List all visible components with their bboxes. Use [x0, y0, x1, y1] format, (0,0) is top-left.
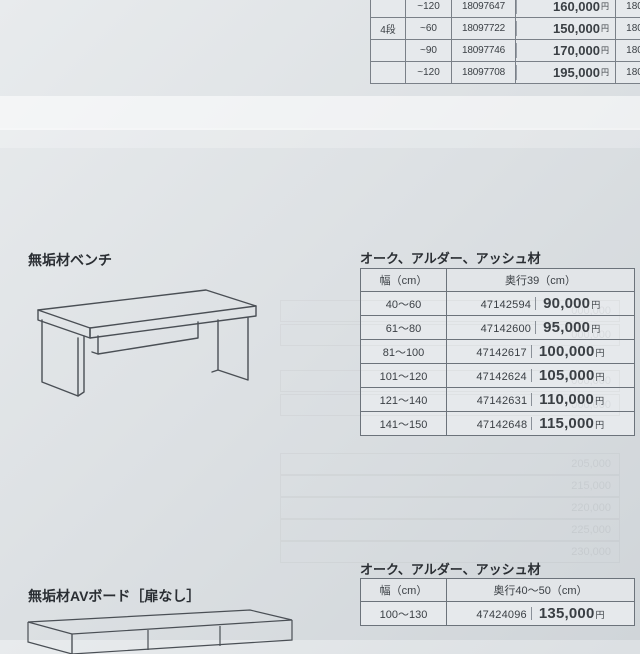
scan-artifact — [0, 128, 640, 148]
bench-header-depth: 奥行39（cm） — [447, 269, 635, 292]
bench-illustration — [20, 272, 270, 402]
table-row: 40～604714259490,000円 — [361, 292, 635, 316]
table-row: 81～10047142617100,000円 — [361, 340, 635, 364]
top-table-row: ~12018097647160,000円180 — [370, 0, 640, 18]
top-partial-table: ~12018097647160,000円1804段~6018097722150,… — [370, 0, 640, 84]
table-row: 101～12047142624105,000円 — [361, 364, 635, 388]
bench-material-title: オーク、アルダー、アッシュ材 — [360, 248, 541, 267]
top-table-row: ~9018097746170,000円180 — [370, 40, 640, 62]
av-price-table: 幅（cm） 奥行40～50（cm） 100～13047424096135,000… — [360, 578, 635, 626]
top-table-row: 4段~6018097722150,000円180 — [370, 18, 640, 40]
top-table-row: ~12018097708195,000円180 — [370, 62, 640, 84]
av-title: 無垢材AVボード［扉なし］ — [28, 586, 200, 606]
scan-artifact — [0, 96, 640, 130]
bench-price-table: 幅（cm） 奥行39（cm） 40～604714259490,000円61～80… — [360, 268, 635, 436]
bench-header-width: 幅（cm） — [361, 269, 447, 292]
table-row: 61～804714260095,000円 — [361, 316, 635, 340]
av-header-depth: 奥行40～50（cm） — [447, 579, 635, 602]
table-row: 100～13047424096135,000円 — [361, 602, 635, 626]
table-row: 141～15047142648115,000円 — [361, 412, 635, 436]
av-illustration — [20, 604, 300, 654]
av-header-width: 幅（cm） — [361, 579, 447, 602]
bench-title: 無垢材ベンチ — [28, 250, 112, 270]
table-row: 121～14047142631110,000円 — [361, 388, 635, 412]
av-material-title: オーク、アルダー、アッシュ材 — [360, 559, 541, 578]
